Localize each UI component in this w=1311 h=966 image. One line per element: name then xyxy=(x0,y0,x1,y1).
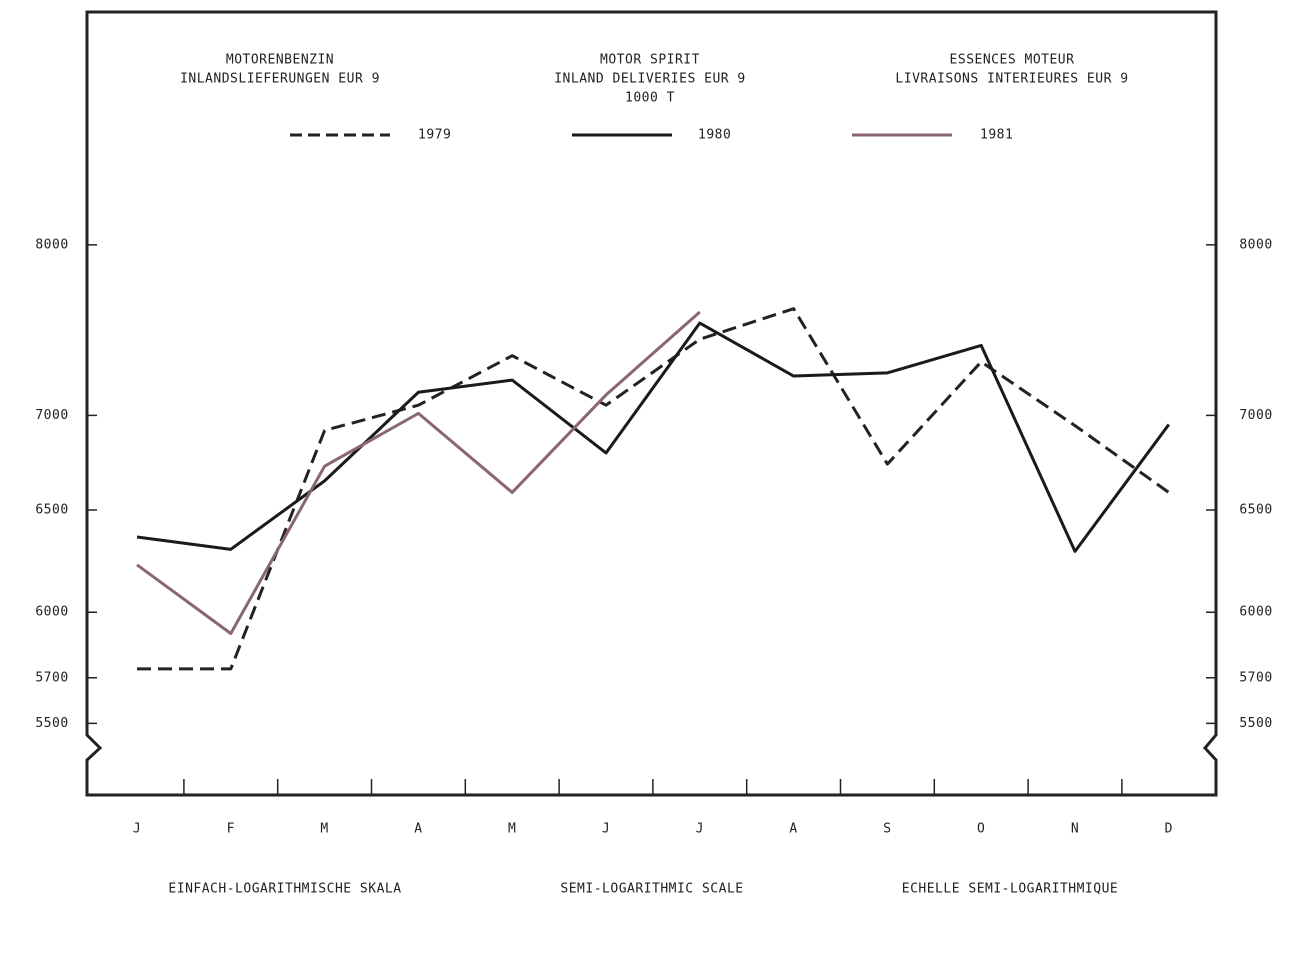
chart-title: MOTORENBENZIN xyxy=(226,53,334,68)
x-tick-label: M xyxy=(320,822,328,837)
y-tick-label: 8000 xyxy=(35,237,68,252)
x-tick-label: J xyxy=(133,822,141,837)
legend-label: 1981 xyxy=(980,128,1013,143)
x-tick-label: N xyxy=(1071,822,1079,837)
legend-label: 1980 xyxy=(698,128,731,143)
y-tick-label: 6000 xyxy=(35,605,68,620)
x-tick-label: O xyxy=(977,822,985,837)
chart-title: INLANDSLIEFERUNGEN EUR 9 xyxy=(180,72,380,87)
y2-tick-label: 6500 xyxy=(1239,503,1272,518)
series-line xyxy=(136,310,701,635)
y-tick-label: 6500 xyxy=(35,503,68,518)
chart-title: ESSENCES MOTEUR xyxy=(950,53,1075,68)
x-tick-label: D xyxy=(1165,822,1173,837)
legend-label: 1979 xyxy=(418,128,451,143)
chart-title: LIVRAISONS INTERIEURES EUR 9 xyxy=(895,72,1128,87)
y-tick-label: 7000 xyxy=(35,408,68,423)
chart-title: INLAND DELIVERIES EUR 9 xyxy=(554,72,746,87)
plot-frame xyxy=(85,10,1218,797)
y-tick-label: 5500 xyxy=(35,716,68,731)
x-tick-label: J xyxy=(696,822,704,837)
x-tick-label: M xyxy=(508,822,516,837)
x-tick-label: J xyxy=(602,822,610,837)
y2-tick-label: 5500 xyxy=(1239,716,1272,731)
x-tick-label: A xyxy=(414,822,422,837)
x-tick-label: S xyxy=(883,822,891,837)
chart-title: 1000 T xyxy=(625,91,675,106)
y2-tick-label: 8000 xyxy=(1239,237,1272,252)
scale-label: EINFACH-LOGARITHMISCHE SKALA xyxy=(168,882,401,897)
scale-label: ECHELLE SEMI-LOGARITHMIQUE xyxy=(902,882,1119,897)
series-line xyxy=(137,307,1170,671)
x-tick-label: F xyxy=(227,822,235,837)
x-tick-label: A xyxy=(789,822,797,837)
chart-title: MOTOR SPIRIT xyxy=(600,53,700,68)
y-tick-label: 5700 xyxy=(35,670,68,685)
y2-tick-label: 6000 xyxy=(1239,605,1272,620)
y2-tick-label: 7000 xyxy=(1239,408,1272,423)
scale-label: SEMI-LOGARITHMIC SCALE xyxy=(560,882,743,897)
y2-tick-label: 5700 xyxy=(1239,670,1272,685)
